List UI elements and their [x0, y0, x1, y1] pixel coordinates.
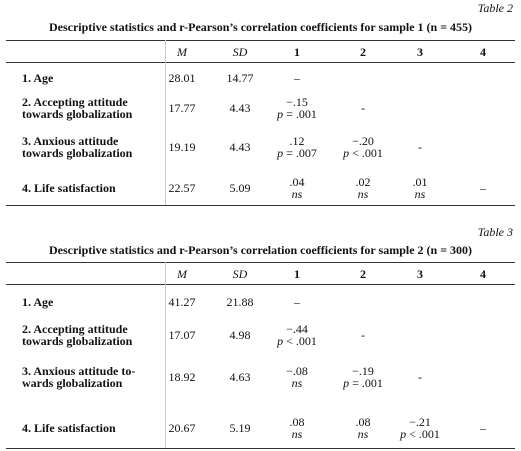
correlation: –	[294, 295, 300, 309]
correlation: −.20	[352, 134, 374, 148]
correlation: -	[361, 328, 365, 342]
column-header: 3	[417, 45, 423, 59]
mean: 41.27	[168, 295, 196, 309]
row-label: 4. Life satisfaction	[22, 421, 116, 435]
correlation: −.21	[409, 415, 431, 429]
row-label: wards globalization	[22, 376, 123, 390]
row-label: 1. Age	[22, 71, 54, 85]
correlation: p < .001	[277, 334, 317, 348]
table-title: Descriptive statistics and r-Pearson’s c…	[48, 243, 473, 257]
correlation: p < .001	[343, 146, 383, 160]
column-header: SD	[232, 45, 248, 59]
rule	[6, 262, 515, 263]
mean: 28.01	[168, 71, 196, 85]
rule	[6, 284, 515, 285]
rule	[6, 62, 515, 63]
correlation: p < .001	[400, 427, 440, 441]
correlation: ns	[357, 427, 369, 441]
column-header: 1	[294, 45, 300, 59]
column-header: SD	[232, 267, 248, 281]
correlation: p = .001	[277, 107, 317, 121]
row-label: towards globalization	[22, 107, 133, 121]
row-label: 3. Anxious attitude to-	[22, 364, 136, 378]
sd: 21.88	[226, 295, 254, 309]
column-header: 4	[480, 267, 486, 281]
row-label: 2. Accepting attitude	[22, 322, 128, 336]
correlation: –	[294, 71, 300, 85]
correlation: .12	[289, 134, 305, 148]
rule	[6, 205, 515, 206]
row-label: 2. Accepting attitude	[22, 95, 128, 109]
correlation: -	[418, 140, 422, 154]
column-header: 3	[417, 267, 423, 281]
correlation: .04	[289, 175, 305, 189]
mean: 22.57	[168, 181, 196, 195]
column-header: 4	[480, 45, 486, 59]
correlation: .01	[412, 175, 428, 189]
mean: 17.07	[168, 328, 196, 342]
table-label: Table 2	[477, 1, 513, 15]
rule	[6, 40, 515, 41]
correlation: -	[418, 370, 422, 384]
sd: 4.63	[229, 370, 251, 384]
mean: 18.92	[168, 370, 196, 384]
column-header: M	[177, 45, 187, 59]
mean: 20.67	[168, 421, 196, 435]
correlation: –	[480, 181, 486, 195]
sd: 5.19	[229, 421, 251, 435]
correlation: p = .007	[277, 146, 317, 160]
column-header: 2	[360, 45, 366, 59]
column-header: 1	[294, 267, 300, 281]
sd: 4.43	[229, 101, 251, 115]
table-label: Table 3	[477, 225, 513, 239]
mean: 17.77	[168, 101, 196, 115]
correlation: −.19	[352, 364, 374, 378]
sd: 4.98	[229, 328, 251, 342]
correlation: .08	[289, 415, 305, 429]
correlation: ns	[414, 187, 426, 201]
correlation: −.15	[286, 95, 308, 109]
sd: 14.77	[226, 71, 254, 85]
rule	[6, 448, 515, 449]
column-header: 2	[360, 267, 366, 281]
correlation: ns	[291, 187, 303, 201]
correlation: -	[361, 101, 365, 115]
row-label: 1. Age	[22, 295, 54, 309]
row-label: 4. Life satisfaction	[22, 181, 116, 195]
correlation: ns	[291, 376, 303, 390]
correlation: ns	[357, 187, 369, 201]
correlation: .08	[355, 415, 371, 429]
row-label: towards globalization	[22, 334, 133, 348]
sd: 4.43	[229, 140, 251, 154]
correlation: –	[480, 421, 486, 435]
divider	[165, 262, 166, 448]
row-label: 3. Anxious attitude	[22, 134, 119, 148]
correlation: .02	[355, 175, 371, 189]
table-title: Descriptive statistics and r-Pearson’s c…	[48, 20, 473, 34]
correlation: −.44	[286, 322, 308, 336]
correlation: p = .001	[343, 376, 383, 390]
row-label: towards globalization	[22, 146, 133, 160]
mean: 19.19	[168, 140, 196, 154]
correlation: ns	[291, 427, 303, 441]
correlation: −.08	[286, 364, 308, 378]
divider	[165, 40, 166, 205]
sd: 5.09	[229, 181, 251, 195]
column-header: M	[177, 267, 187, 281]
